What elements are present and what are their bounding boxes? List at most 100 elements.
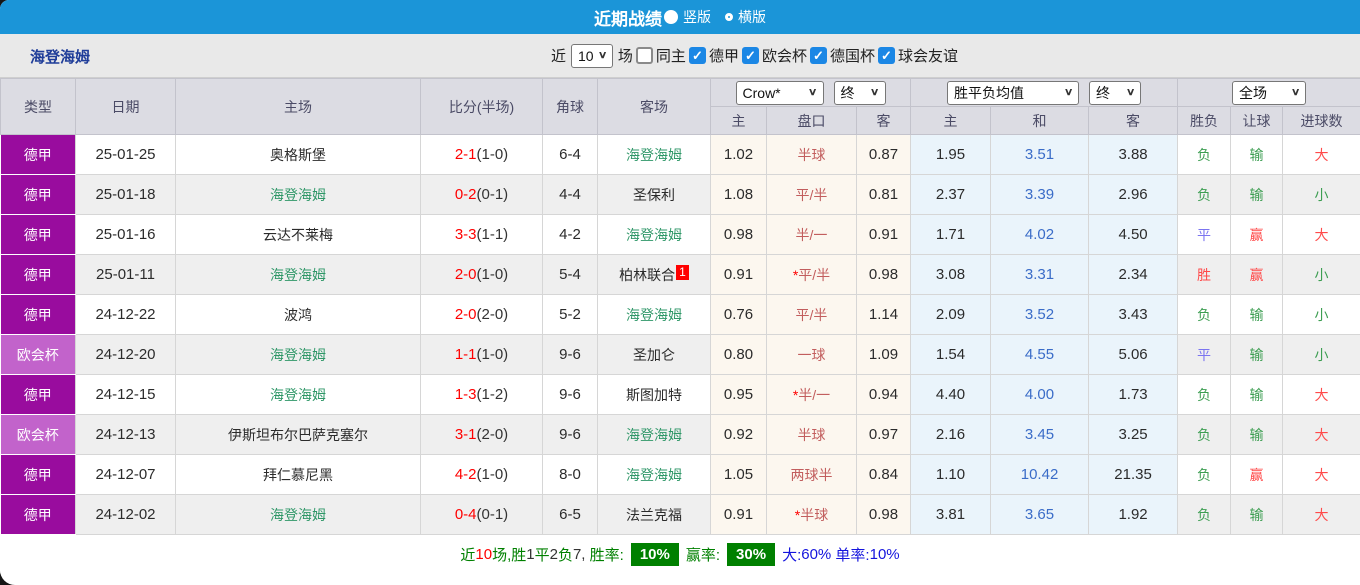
- away-team-cell: 海登海姆: [597, 414, 711, 455]
- corner-cell: 6-5: [542, 494, 598, 535]
- subheader-goals: 进球数: [1282, 106, 1360, 135]
- handicap-result-cell: 输: [1230, 174, 1284, 215]
- ah-home-odds-cell: 1.08: [710, 174, 767, 215]
- company-select[interactable]: Crow* ∨: [735, 80, 824, 105]
- match-count-select[interactable]: 10 ∨: [571, 43, 613, 68]
- result-cell: 平: [1177, 334, 1232, 375]
- goals-result-cell: 小: [1282, 334, 1360, 375]
- result-cell: 负: [1177, 134, 1232, 175]
- goals-result-cell: 大: [1282, 494, 1360, 535]
- home-team-cell: 奥格斯堡: [175, 134, 421, 175]
- rate-badge: 30%: [727, 543, 776, 566]
- summary-text: 10: [475, 546, 493, 563]
- date-cell: 25-01-18: [75, 174, 176, 215]
- handicap-result-cell: 输: [1230, 294, 1284, 335]
- summary-text: 平: [534, 547, 550, 564]
- handicap-result-cell: 赢: [1230, 214, 1284, 255]
- header-score: 比分(半场): [420, 78, 543, 135]
- ah-home-odds-cell: 0.80: [710, 334, 767, 375]
- table-row: 德甲 25-01-25 奥格斯堡 2-1(1-0) 6-4 海登海姆 1.02 半球 0.87 1…: [0, 134, 1360, 175]
- date-cell: 24-12-22: [75, 294, 176, 335]
- eu-home-odds-cell: 3.81: [910, 494, 992, 535]
- vertical-layout-label: 竖版: [683, 9, 711, 25]
- ah-line-cell: *平/半: [766, 254, 857, 295]
- ah-away-odds-cell: 0.98: [855, 254, 912, 295]
- eu-away-odds-cell: 2.96: [1088, 174, 1179, 215]
- summary-text: 负: [557, 547, 573, 564]
- home-team-cell: 波鸿: [175, 294, 421, 335]
- ah-home-odds-cell: 0.92: [710, 414, 767, 455]
- summary-text: 1: [526, 546, 535, 563]
- corner-cell: 8-0: [542, 454, 598, 495]
- same-host-checkbox[interactable]: [635, 47, 653, 64]
- league-cell: 欧会杯: [0, 414, 76, 455]
- chevron-down-icon: ∨: [1063, 87, 1074, 98]
- filter-bar: 海登海姆 近 10 ∨ 场 同主 ✓ 德甲 ✓ 欧会杯 ✓ 德国杯 ✓ 球会友谊: [0, 34, 1360, 78]
- table-row: 德甲 24-12-02 海登海姆 0-4(0-1) 6-5 法兰克福 0.91 *半球 0.98…: [0, 494, 1360, 535]
- header-home: 主场: [175, 78, 421, 135]
- score-cell: 3-3(1-1): [420, 214, 543, 255]
- away-team-cell: 柏林联合 1: [597, 254, 711, 295]
- away-team-cell: 海登海姆: [597, 214, 711, 255]
- outcome-group-header: 全场 ∨: [1177, 78, 1360, 107]
- eu-away-odds-cell: 1.92: [1088, 494, 1179, 535]
- result-cell: 负: [1177, 374, 1232, 415]
- league-checkbox[interactable]: ✓: [688, 47, 706, 64]
- vertical-layout-radio[interactable]: [664, 10, 678, 24]
- subheader-eu-draw: 和: [990, 106, 1090, 135]
- eu-away-odds-cell: 2.34: [1088, 254, 1179, 295]
- subheader-ah-line: 盘口: [766, 106, 857, 135]
- avg-period-select[interactable]: 终 ∨: [1089, 80, 1142, 105]
- topbar: 近期战绩 竖版 横版: [0, 0, 1360, 34]
- away-team-cell: 海登海姆: [597, 454, 711, 495]
- corner-cell: 9-6: [542, 334, 598, 375]
- home-team-cell: 海登海姆: [175, 494, 421, 535]
- europe-odds-group-header: 胜平负均值 ∨ 终 ∨: [910, 78, 1179, 107]
- subheader-ah-home: 主: [710, 106, 767, 135]
- eu-away-odds-cell: 3.43: [1088, 294, 1179, 335]
- league-checkbox[interactable]: ✓: [741, 47, 759, 64]
- home-team-cell: 海登海姆: [175, 174, 421, 215]
- scope-select[interactable]: 全场 ∨: [1232, 80, 1307, 105]
- league-filters: ✓ 德甲 ✓ 欧会杯 ✓ 德国杯 ✓ 球会友谊: [686, 45, 958, 66]
- chevron-down-icon: ∨: [808, 87, 818, 98]
- date-cell: 25-01-11: [75, 254, 176, 295]
- league-checkbox[interactable]: ✓: [809, 47, 827, 64]
- away-team-cell: 海登海姆: [597, 134, 711, 175]
- eu-draw-odds-cell: 3.39: [990, 174, 1090, 215]
- eu-draw-odds-cell: 4.55: [990, 334, 1090, 375]
- summary-footer: 近 10 场, 胜 1 平 2 负 7, 胜率: 10% 赢率: 30% 大: 60% 单率: 10%: [0, 535, 1360, 574]
- eu-home-odds-cell: 1.95: [910, 134, 992, 175]
- near-label: 近: [550, 48, 566, 65]
- eu-away-odds-cell: 3.25: [1088, 414, 1179, 455]
- summary-text: 10%: [869, 546, 900, 563]
- away-team-cell: 圣保利: [597, 174, 711, 215]
- ah-line-cell: *半/一: [766, 374, 857, 415]
- asian-odds-group-header: Crow* ∨ 终 ∨: [709, 78, 912, 107]
- result-cell: 负: [1177, 414, 1232, 455]
- horizontal-layout-radio[interactable]: [725, 13, 733, 21]
- company-period-select[interactable]: 终 ∨: [833, 80, 886, 105]
- league-label: 球会友谊: [897, 48, 958, 65]
- handicap-result-cell: 输: [1230, 134, 1284, 175]
- ah-line-cell: 两球半: [766, 454, 857, 495]
- eu-draw-odds-cell: 3.45: [990, 414, 1090, 455]
- header-corner: 角球: [542, 78, 598, 135]
- subheader-ah-away: 客: [855, 106, 912, 135]
- star-marker: *: [792, 386, 799, 403]
- ah-home-odds-cell: 0.91: [710, 254, 767, 295]
- ah-away-odds-cell: 0.81: [855, 174, 912, 215]
- date-cell: 24-12-02: [75, 494, 176, 535]
- header-away: 客场: [597, 78, 711, 135]
- subheader-eu-away: 客: [1088, 106, 1179, 135]
- summary-text: 胜率:: [589, 547, 624, 564]
- league-checkbox[interactable]: ✓: [877, 47, 895, 64]
- summary-text: 7,: [572, 546, 590, 563]
- corner-cell: 4-2: [542, 214, 598, 255]
- avg-odds-select[interactable]: 胜平负均值 ∨: [947, 80, 1080, 105]
- eu-draw-odds-cell: 10.42: [990, 454, 1090, 495]
- ah-line-cell: 半球: [766, 134, 857, 175]
- summary-text: 近: [460, 547, 476, 564]
- corner-cell: 9-6: [542, 414, 598, 455]
- ah-line-cell: 半/一: [766, 214, 857, 255]
